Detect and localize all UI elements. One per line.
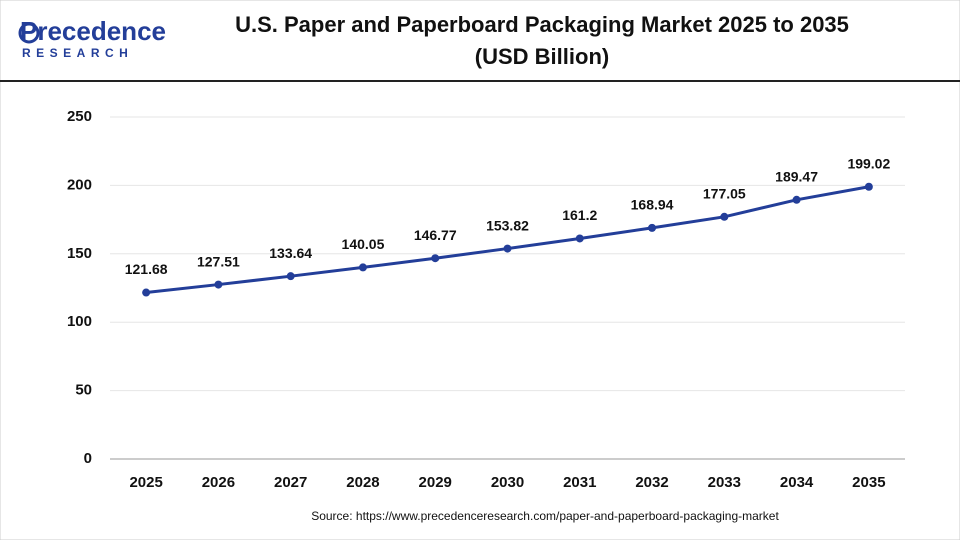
point [214,280,223,289]
chart-title: U.S. Paper and Paperboard Packaging Mark… [235,12,849,37]
source: Source: https://www.precedenceresearch.c… [311,509,779,523]
x-tick-label: 2027 [274,474,307,491]
data-label: 121.68 [125,261,168,277]
x-tick-label: 2026 [202,474,235,491]
point [142,288,151,297]
y-tick-label: 0 [84,450,92,467]
point [286,272,295,281]
data-label: 177.05 [703,185,746,201]
data-label: 199.02 [847,155,890,171]
logo-tagline: RESEARCH [22,46,133,60]
data-label: 189.47 [775,169,818,185]
point [575,234,584,243]
chart-subtitle: (USD Billion) [475,44,609,69]
y-tick-label: 150 [67,245,92,262]
data-label: 146.77 [414,227,457,243]
data-label: 140.05 [342,236,385,252]
data-label: 168.94 [631,197,674,213]
point [720,212,729,221]
y-tick-label: 100 [67,313,92,330]
x-tick-label: 2029 [419,474,452,491]
point [648,223,657,232]
data-label: 127.51 [197,253,240,269]
data-label: 153.82 [486,217,529,233]
x-tick-label: 2033 [708,474,741,491]
data-label: 133.64 [269,245,312,261]
y-tick-label: 50 [75,382,92,399]
x-tick-label: 2032 [635,474,668,491]
x-tick-label: 2031 [563,474,596,491]
point [358,263,367,272]
point [864,182,873,191]
y-tick-label: 250 [67,108,92,125]
point [792,195,801,204]
y-tick-label: 200 [67,176,92,193]
logo-mark [18,22,40,44]
data-label: 161.2 [562,207,597,223]
x-tick-label: 2035 [852,474,885,491]
x-tick-label: 2025 [129,474,162,491]
point [431,254,440,263]
x-tick-label: 2030 [491,474,524,491]
x-tick-label: 2034 [780,474,814,491]
logo-name: Precedence [20,16,166,46]
point [503,244,512,253]
x-tick-label: 2028 [346,474,379,491]
logo: Precedence RESEARCH [18,16,166,60]
